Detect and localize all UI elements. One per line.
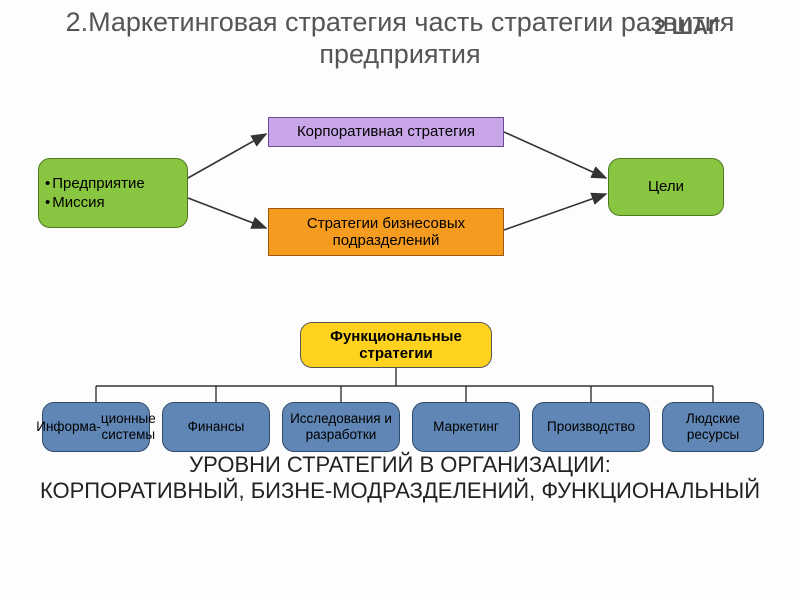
biz-label: Стратегии бизнесовых подразделений [275, 215, 497, 250]
bottom-text-1: УРОВНИ СТРАТЕГИЙ В ОРГАНИЗАЦИИ: [0, 452, 800, 478]
leaf-node: Производство [532, 402, 650, 452]
node-functional-strategies: Функциональные стратегии [300, 322, 492, 368]
corp-label: Корпоративная стратегия [297, 123, 475, 140]
leaf-node: Людские ресурсы [662, 402, 764, 452]
goals-label: Цели [648, 178, 684, 195]
leaf-node: Информа-ционные системы [42, 402, 150, 452]
node-business-units: Стратегии бизнесовых подразделений [268, 208, 504, 256]
leaf-node: Финансы [162, 402, 270, 452]
node-enterprise: Предприятие Миссия [38, 158, 188, 228]
leaf-node: Маркетинг [412, 402, 520, 452]
connector-layer [0, 0, 800, 600]
node-corporate-strategy: Корпоративная стратегия [268, 117, 504, 147]
step-label: 2 ШАГ [654, 16, 720, 40]
enterprise-line-1: Предприятие [45, 174, 145, 194]
leaf-node: Исследования и разработки [282, 402, 400, 452]
enterprise-line-2: Миссия [45, 193, 145, 213]
node-goals: Цели [608, 158, 724, 216]
func-label: Функциональные стратегии [307, 328, 485, 363]
bottom-text-2: КОРПОРАТИВНЫЙ, БИЗНЕ-МОДРАЗДЕЛЕНИЙ, ФУНК… [0, 478, 800, 504]
